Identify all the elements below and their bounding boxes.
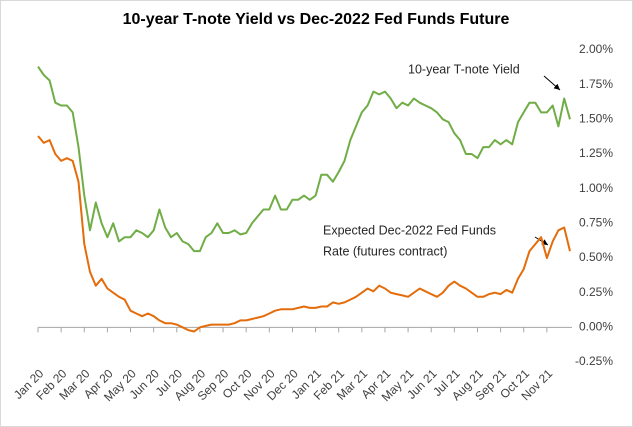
annotation: Rate (futures contract): [323, 244, 447, 258]
y-tick-label: 0.00%: [579, 320, 613, 334]
y-tick-label: 1.50%: [579, 112, 613, 126]
y-tick-label: 1.00%: [579, 181, 613, 195]
annotation: 10-year T-note Yield: [408, 62, 520, 76]
y-tick-label: 0.75%: [579, 216, 613, 230]
y-tick-label: 0.50%: [579, 250, 613, 264]
series-line: [37, 66, 571, 253]
y-tick-label: 1.75%: [579, 77, 613, 91]
y-tick-label: 0.25%: [579, 285, 613, 299]
series-line: [37, 135, 571, 333]
chart-title: 10-year T-note Yield vs Dec-2022 Fed Fun…: [123, 11, 510, 28]
annotation: Expected Dec-2022 Fed Funds: [323, 223, 496, 237]
y-tick-label: 2.00%: [579, 42, 613, 56]
y-tick-label: 1.25%: [579, 146, 613, 160]
y-tick-label: -0.25%: [575, 354, 613, 368]
annotation-arrow: [543, 75, 561, 91]
